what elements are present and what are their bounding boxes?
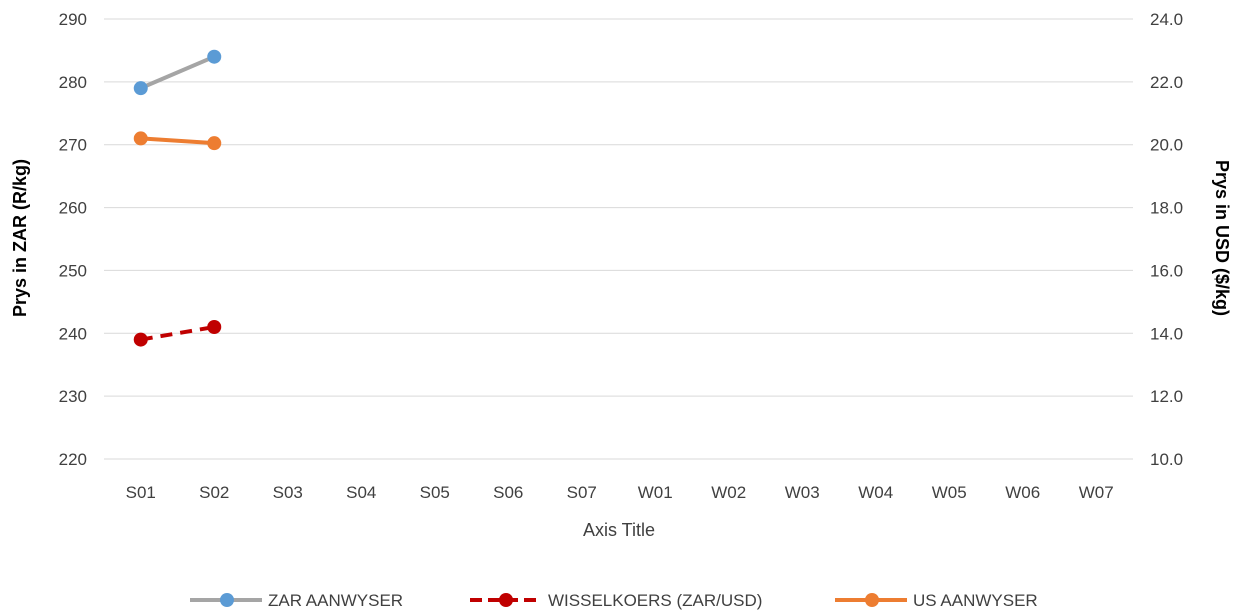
right-tick-label: 10.0 <box>1150 450 1183 469</box>
x-tick-label: S01 <box>126 483 156 502</box>
left-tick-label: 240 <box>59 324 87 343</box>
data-point-zar-aanwyser <box>133 81 148 96</box>
left-tick-label: 270 <box>59 136 87 155</box>
series-layer <box>133 49 222 347</box>
x-tick-label: W02 <box>711 483 746 502</box>
x-tick-label: S07 <box>567 483 597 502</box>
left-tick-label: 260 <box>59 199 87 218</box>
right-axis-title: Prys in USD ($/kg) <box>1212 160 1232 316</box>
x-tick-label: W04 <box>858 483 893 502</box>
legend-marker-us <box>865 593 879 607</box>
legend-item-us: US AANWYSER <box>835 591 1038 610</box>
series-line-zar-aanwyser <box>138 54 217 91</box>
legend: ZAR AANWYSER WISSELKOERS (ZAR/USD) US AA… <box>190 591 1038 610</box>
legend-marker-zar <box>220 593 234 607</box>
x-tick-label: S03 <box>273 483 303 502</box>
right-tick-label: 14.0 <box>1150 324 1183 343</box>
x-tick-label: W05 <box>932 483 967 502</box>
gridlines <box>104 18 1133 460</box>
series-line-wisselkoers-zar-usd <box>140 325 215 342</box>
x-tick-label: W01 <box>638 483 673 502</box>
data-point-wisselkoers-zar-usd <box>133 332 148 347</box>
right-tick-label: 18.0 <box>1150 199 1183 218</box>
legend-label-us: US AANWYSER <box>913 591 1038 610</box>
right-tick-label: 12.0 <box>1150 387 1183 406</box>
x-tick-label: S04 <box>346 483 376 502</box>
right-tick-label: 20.0 <box>1150 136 1183 155</box>
right-tick-label: 24.0 <box>1150 10 1183 29</box>
x-tick-label: W06 <box>1005 483 1040 502</box>
x-tick-label: S05 <box>420 483 450 502</box>
data-point-wisselkoers-zar-usd <box>207 320 222 334</box>
legend-marker-wisselkoers <box>499 593 513 607</box>
data-point-us-aanwyser <box>133 131 148 146</box>
x-axis-ticks: S01 S02 S03 S04 S05 S06 S07 W01 W02 W03 W04 W05 W06 W… <box>126 483 1114 502</box>
x-tick-label: W03 <box>785 483 820 502</box>
legend-item-wisselkoers: WISSELKOERS (ZAR/USD) <box>470 591 762 610</box>
legend-label-wisselkoers: WISSELKOERS (ZAR/USD) <box>548 591 762 610</box>
series-line-us-aanwyser <box>138 136 217 146</box>
left-tick-label: 250 <box>59 261 87 280</box>
x-tick-label: S06 <box>493 483 523 502</box>
left-axis-title: Prys in ZAR (R/kg) <box>10 159 30 317</box>
right-tick-label: 22.0 <box>1150 73 1183 92</box>
x-tick-label: S02 <box>199 483 229 502</box>
left-axis-ticks: 220 230 240 250 260 270 280 290 <box>59 10 87 469</box>
legend-item-zar: ZAR AANWYSER <box>190 591 403 610</box>
left-tick-label: 230 <box>59 387 87 406</box>
right-axis-ticks: 10.0 12.0 14.0 16.0 18.0 20.0 22.0 24.0 <box>1150 10 1183 469</box>
left-tick-label: 290 <box>59 10 87 29</box>
legend-label-zar: ZAR AANWYSER <box>268 591 403 610</box>
left-tick-label: 280 <box>59 73 87 92</box>
x-axis-title: Axis Title <box>583 520 655 540</box>
x-tick-label: W07 <box>1079 483 1114 502</box>
left-tick-label: 220 <box>59 450 87 469</box>
data-point-zar-aanwyser <box>207 49 222 64</box>
right-tick-label: 16.0 <box>1150 261 1183 280</box>
data-point-us-aanwyser <box>207 136 222 151</box>
